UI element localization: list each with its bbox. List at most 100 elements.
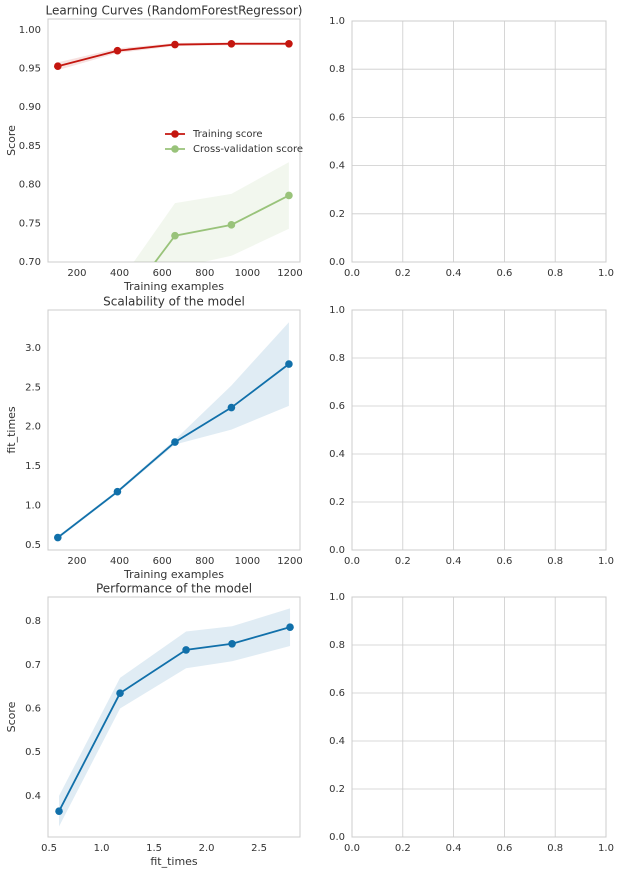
y-tick-label: 0.2	[329, 784, 345, 795]
y-tick-label: 0.8	[329, 353, 345, 364]
legend: Training score Cross-validation score	[165, 129, 303, 155]
x-tick-label: 1.0	[598, 556, 614, 567]
y-tick-label: 0.0	[329, 257, 345, 268]
x-tick-label: 0.0	[344, 268, 360, 279]
plot-content	[53, 322, 293, 542]
subplot: 0.5 1.0 1.5 2.0 2.5 0.4 0.5 0.6 0.7 0.8 Performanc…	[5, 582, 301, 868]
x-axis-label: fit_times	[150, 855, 198, 868]
chart-title: Scalability of the model	[103, 295, 245, 309]
legend-marker	[171, 145, 179, 153]
x-tick-label: 0.2	[395, 556, 411, 567]
point	[182, 646, 190, 654]
y-tick-label: 0.7	[25, 660, 41, 671]
plot-border	[47, 309, 301, 551]
x-tick-label: 600	[153, 268, 172, 279]
point	[113, 487, 122, 496]
y-tick-label: 0.5	[25, 540, 41, 551]
subplot: 0.0 0.2 0.4 0.6 0.8 1.0 0.0 0.2 0.4 0.6 0.8 1.0	[329, 305, 614, 567]
plot-content	[55, 608, 294, 827]
y-tick-label: 0.6	[329, 401, 345, 412]
x-tick-label: 1000	[235, 268, 260, 279]
point	[171, 438, 179, 446]
x-tick-label: 0.0	[344, 843, 360, 854]
y-tick-label: 0.2	[329, 209, 345, 220]
y-tick-label: 0.95	[19, 64, 41, 75]
y-tick-label: 2.0	[25, 422, 41, 433]
x-tick-label: 0.8	[547, 556, 563, 567]
legend-label: Cross-validation score	[193, 144, 303, 155]
y-tick-label: 1.0	[329, 305, 345, 316]
std-band	[59, 608, 291, 827]
point	[113, 46, 122, 55]
y-tick-label: 0.0	[329, 832, 345, 843]
y-tick-label: 0.6	[329, 688, 345, 699]
x-tick-label: 0.8	[547, 268, 563, 279]
y-axis-label: Score	[5, 125, 18, 156]
y-tick-label: 1.0	[329, 592, 345, 603]
x-tick-label: 1000	[235, 556, 260, 567]
x-tick-label: 800	[195, 556, 214, 567]
point	[227, 403, 236, 412]
point	[228, 639, 236, 648]
x-tick-label: 0.0	[344, 556, 360, 567]
point	[53, 533, 62, 542]
plot-area	[352, 310, 606, 550]
x-tick-label: 2.0	[199, 843, 215, 854]
x-tick-label: 200	[67, 268, 86, 279]
plot-border	[351, 309, 607, 551]
y-tick-label: 0.8	[25, 616, 41, 627]
plot-border	[351, 596, 607, 838]
y-tick-label: 1.0	[329, 16, 345, 27]
x-tick-label: 0.4	[446, 843, 462, 854]
plot-border	[351, 20, 607, 263]
x-tick-label: 1200	[277, 268, 302, 279]
y-tick-label: 1.00	[19, 25, 41, 36]
plot-border	[47, 18, 301, 263]
y-axis-label: fit_times	[5, 406, 18, 454]
x-tick-label: 0.5	[41, 843, 57, 854]
y-tick-label: 0.0	[329, 545, 345, 556]
point	[285, 191, 293, 200]
point	[171, 231, 179, 240]
y-tick-label: 0.2	[329, 497, 345, 508]
subplot: 200 400 600 800 1000 1200 0.70 0.75 0.80 0.85 0.90…	[5, 4, 303, 294]
y-tick-label: 0.90	[19, 102, 41, 113]
x-tick-label: 0.2	[395, 843, 411, 854]
subplot: 0.0 0.2 0.4 0.6 0.8 1.0 0.0 0.2 0.4 0.6 0.8 1.0	[329, 16, 614, 279]
point	[285, 360, 293, 368]
y-tick-label: 0.6	[25, 703, 41, 714]
x-tick-label: 0.6	[496, 556, 512, 567]
subplot: 0.0 0.2 0.4 0.6 0.8 1.0 0.0 0.2 0.4 0.6 0.8 1.0	[329, 592, 614, 854]
plot-area	[48, 310, 300, 550]
y-tick-label: 0.75	[19, 218, 41, 229]
plot-content	[53, 39, 293, 262]
point	[171, 40, 179, 49]
y-tick-label: 0.4	[329, 449, 345, 460]
x-tick-label: 0.2	[395, 268, 411, 279]
x-tick-label: 1.0	[598, 843, 614, 854]
x-tick-label: 0.6	[496, 268, 512, 279]
x-tick-label: 2.5	[251, 843, 267, 854]
x-axis-label: Training examples	[123, 280, 224, 293]
y-tick-label: 1.5	[25, 461, 41, 472]
y-tick-label: 3.0	[25, 343, 41, 354]
x-axis-label: Training examples	[123, 568, 224, 581]
x-tick-label: 1.5	[146, 843, 162, 854]
point	[227, 221, 236, 229]
x-tick-label: 600	[153, 556, 172, 567]
y-tick-label: 0.4	[25, 791, 41, 802]
legend-label: Training score	[192, 129, 263, 140]
y-tick-label: 0.70	[19, 257, 41, 268]
legend-marker	[171, 130, 179, 138]
y-axis-label: Score	[5, 701, 18, 732]
y-tick-label: 0.4	[329, 736, 345, 747]
point	[286, 623, 294, 631]
chart-title: Performance of the model	[96, 582, 252, 596]
y-tick-label: 2.5	[25, 382, 41, 393]
subplot: 200 400 600 800 1000 1200 0.5 1.0 1.5 2.0 2.5 3.0 Sc…	[5, 295, 303, 582]
point	[53, 62, 62, 71]
y-tick-label: 0.80	[19, 180, 41, 191]
point	[116, 689, 124, 697]
point	[227, 39, 236, 48]
x-tick-label: 0.6	[496, 843, 512, 854]
